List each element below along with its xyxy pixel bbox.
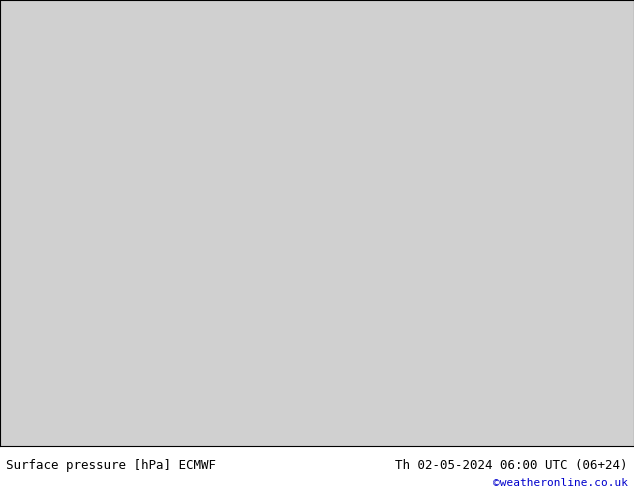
Text: Surface pressure [hPa] ECMWF: Surface pressure [hPa] ECMWF: [6, 459, 216, 472]
Text: Th 02-05-2024 06:00 UTC (06+24): Th 02-05-2024 06:00 UTC (06+24): [395, 459, 628, 472]
Text: ©weatheronline.co.uk: ©weatheronline.co.uk: [493, 478, 628, 488]
